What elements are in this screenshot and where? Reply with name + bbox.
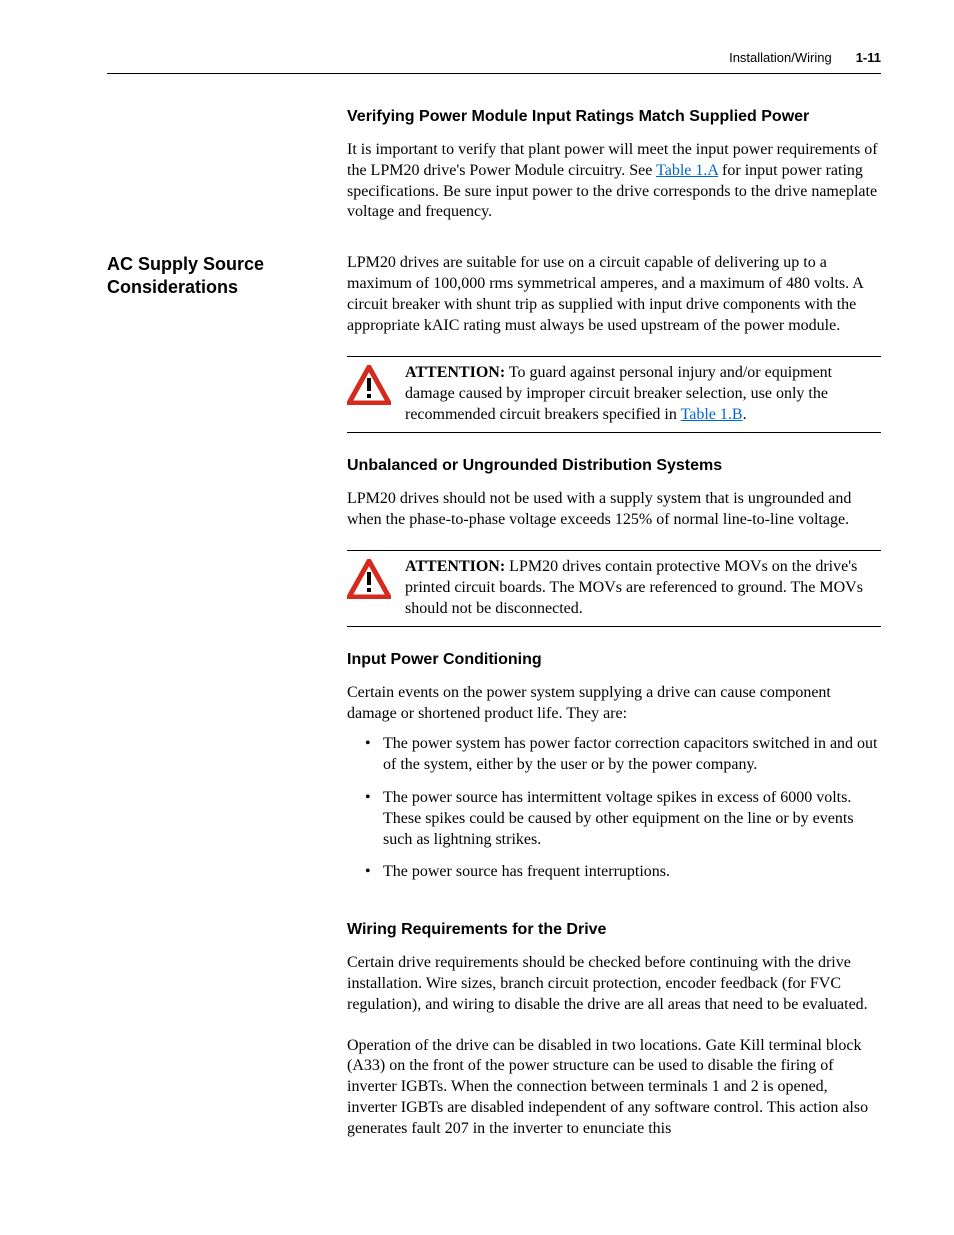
paragraph: LPM20 drives are suitable for use on a c… bbox=[347, 253, 881, 336]
text: . bbox=[743, 406, 747, 423]
paragraph: It is important to verify that plant pow… bbox=[347, 140, 881, 223]
running-header: Installation/Wiring 1-11 bbox=[107, 50, 881, 74]
list-item: The power source has intermittent voltag… bbox=[365, 788, 881, 850]
attention-callout: ATTENTION: To guard against personal inj… bbox=[347, 356, 881, 432]
heading-wiring: Wiring Requirements for the Drive bbox=[347, 921, 881, 939]
list-item: The power system has power factor correc… bbox=[365, 734, 881, 776]
main-column: LPM20 drives are suitable for use on a c… bbox=[347, 253, 881, 1159]
paragraph: Certain drive requirements should be che… bbox=[347, 953, 881, 1015]
attention-text: ATTENTION: To guard against personal inj… bbox=[405, 363, 881, 425]
attention-text: ATTENTION: LPM20 drives contain protecti… bbox=[405, 557, 881, 619]
list-item: The power source has frequent interrupti… bbox=[365, 862, 881, 883]
side-heading-ac-supply: AC Supply Source Considerations bbox=[107, 253, 347, 1159]
bullet-list: The power system has power factor correc… bbox=[347, 734, 881, 883]
paragraph: Operation of the drive can be disabled i… bbox=[347, 1036, 881, 1140]
attention-icon bbox=[347, 363, 399, 410]
heading-verifying: Verifying Power Module Input Ratings Mat… bbox=[347, 108, 881, 126]
running-header-section: Installation/Wiring bbox=[729, 50, 832, 65]
link-table-1b[interactable]: Table 1.B bbox=[681, 406, 743, 423]
attention-icon bbox=[347, 557, 399, 604]
attention-label: ATTENTION: bbox=[405, 558, 505, 575]
heading-unbalanced: Unbalanced or Ungrounded Distribution Sy… bbox=[347, 457, 881, 475]
attention-callout: ATTENTION: LPM20 drives contain protecti… bbox=[347, 550, 881, 626]
running-header-page-number: 1-11 bbox=[856, 50, 881, 65]
heading-input-conditioning: Input Power Conditioning bbox=[347, 651, 881, 669]
page: Installation/Wiring 1-11 Verifying Power… bbox=[0, 0, 954, 1160]
paragraph: Certain events on the power system suppl… bbox=[347, 683, 881, 725]
section-verifying: Verifying Power Module Input Ratings Mat… bbox=[347, 108, 881, 223]
two-column-layout: AC Supply Source Considerations LPM20 dr… bbox=[107, 253, 881, 1159]
paragraph: LPM20 drives should not be used with a s… bbox=[347, 489, 881, 531]
link-table-1a[interactable]: Table 1.A bbox=[656, 162, 718, 179]
attention-label: ATTENTION: bbox=[405, 364, 505, 381]
